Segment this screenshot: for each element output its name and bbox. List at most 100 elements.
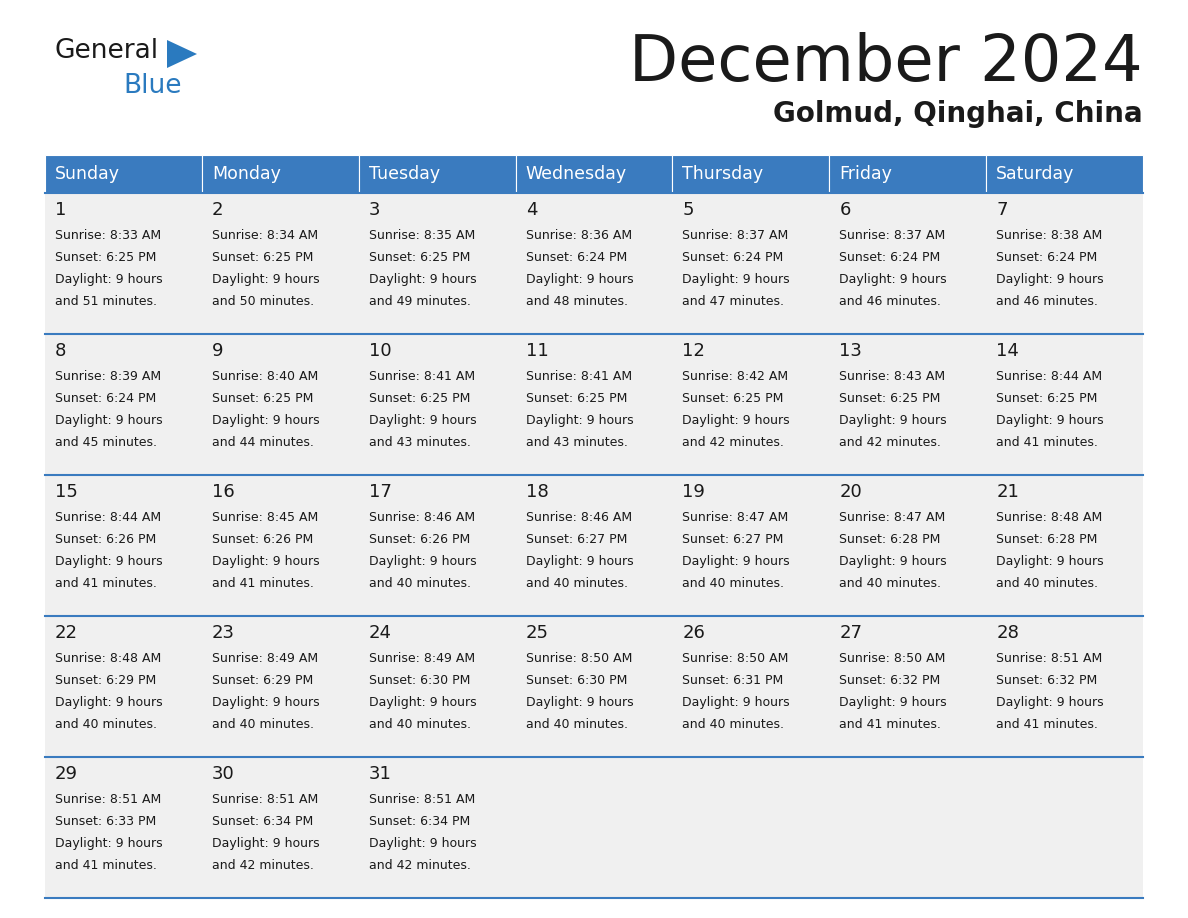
Text: Sunset: 6:25 PM: Sunset: 6:25 PM xyxy=(368,251,470,264)
Text: and 45 minutes.: and 45 minutes. xyxy=(55,436,157,449)
Text: and 49 minutes.: and 49 minutes. xyxy=(368,295,470,308)
Text: Sunrise: 8:42 AM: Sunrise: 8:42 AM xyxy=(682,370,789,383)
Text: Sunrise: 8:49 AM: Sunrise: 8:49 AM xyxy=(368,652,475,665)
Text: Daylight: 9 hours: Daylight: 9 hours xyxy=(368,555,476,568)
Text: and 41 minutes.: and 41 minutes. xyxy=(997,718,1098,731)
Text: Daylight: 9 hours: Daylight: 9 hours xyxy=(525,273,633,286)
Text: Golmud, Qinghai, China: Golmud, Qinghai, China xyxy=(773,100,1143,128)
Text: Sunrise: 8:41 AM: Sunrise: 8:41 AM xyxy=(368,370,475,383)
FancyBboxPatch shape xyxy=(829,616,986,757)
FancyBboxPatch shape xyxy=(359,757,516,898)
FancyBboxPatch shape xyxy=(672,334,829,475)
Text: Sunset: 6:25 PM: Sunset: 6:25 PM xyxy=(368,392,470,405)
FancyBboxPatch shape xyxy=(45,334,202,475)
Text: Daylight: 9 hours: Daylight: 9 hours xyxy=(368,414,476,427)
Text: Daylight: 9 hours: Daylight: 9 hours xyxy=(839,555,947,568)
Text: Sunset: 6:34 PM: Sunset: 6:34 PM xyxy=(211,815,314,828)
FancyBboxPatch shape xyxy=(359,475,516,616)
Text: Wednesday: Wednesday xyxy=(525,165,627,183)
Text: and 44 minutes.: and 44 minutes. xyxy=(211,436,314,449)
Text: 20: 20 xyxy=(839,483,862,501)
Text: and 40 minutes.: and 40 minutes. xyxy=(682,577,784,590)
Text: Sunrise: 8:46 AM: Sunrise: 8:46 AM xyxy=(368,511,475,524)
Text: Daylight: 9 hours: Daylight: 9 hours xyxy=(55,696,163,709)
Text: Sunset: 6:27 PM: Sunset: 6:27 PM xyxy=(525,533,627,546)
FancyBboxPatch shape xyxy=(986,155,1143,193)
FancyBboxPatch shape xyxy=(45,757,202,898)
FancyBboxPatch shape xyxy=(202,193,359,334)
Text: 26: 26 xyxy=(682,624,706,642)
Text: December 2024: December 2024 xyxy=(630,32,1143,94)
Text: Daylight: 9 hours: Daylight: 9 hours xyxy=(368,696,476,709)
Text: Sunday: Sunday xyxy=(55,165,120,183)
Text: and 40 minutes.: and 40 minutes. xyxy=(997,577,1098,590)
Text: Daylight: 9 hours: Daylight: 9 hours xyxy=(997,414,1104,427)
Text: 6: 6 xyxy=(839,201,851,219)
Text: Daylight: 9 hours: Daylight: 9 hours xyxy=(682,273,790,286)
Text: Sunrise: 8:45 AM: Sunrise: 8:45 AM xyxy=(211,511,318,524)
Text: 1: 1 xyxy=(55,201,67,219)
Text: Sunset: 6:25 PM: Sunset: 6:25 PM xyxy=(997,392,1098,405)
Text: and 51 minutes.: and 51 minutes. xyxy=(55,295,157,308)
Text: and 40 minutes.: and 40 minutes. xyxy=(525,718,627,731)
Text: Daylight: 9 hours: Daylight: 9 hours xyxy=(525,555,633,568)
Text: 2: 2 xyxy=(211,201,223,219)
Text: 5: 5 xyxy=(682,201,694,219)
Polygon shape xyxy=(168,40,197,68)
FancyBboxPatch shape xyxy=(202,616,359,757)
Text: Daylight: 9 hours: Daylight: 9 hours xyxy=(55,414,163,427)
Text: Thursday: Thursday xyxy=(682,165,764,183)
Text: and 41 minutes.: and 41 minutes. xyxy=(55,577,157,590)
Text: Sunrise: 8:48 AM: Sunrise: 8:48 AM xyxy=(997,511,1102,524)
Text: Daylight: 9 hours: Daylight: 9 hours xyxy=(211,273,320,286)
FancyBboxPatch shape xyxy=(986,334,1143,475)
Text: Daylight: 9 hours: Daylight: 9 hours xyxy=(211,555,320,568)
Text: Daylight: 9 hours: Daylight: 9 hours xyxy=(55,555,163,568)
Text: Daylight: 9 hours: Daylight: 9 hours xyxy=(682,414,790,427)
Text: 14: 14 xyxy=(997,342,1019,360)
Text: Daylight: 9 hours: Daylight: 9 hours xyxy=(839,696,947,709)
Text: and 40 minutes.: and 40 minutes. xyxy=(211,718,314,731)
Text: Daylight: 9 hours: Daylight: 9 hours xyxy=(997,273,1104,286)
Text: Sunset: 6:25 PM: Sunset: 6:25 PM xyxy=(682,392,784,405)
Text: Sunrise: 8:51 AM: Sunrise: 8:51 AM xyxy=(997,652,1102,665)
Text: Sunset: 6:25 PM: Sunset: 6:25 PM xyxy=(211,392,314,405)
FancyBboxPatch shape xyxy=(672,155,829,193)
FancyBboxPatch shape xyxy=(672,475,829,616)
Text: Sunrise: 8:37 AM: Sunrise: 8:37 AM xyxy=(682,229,789,242)
FancyBboxPatch shape xyxy=(359,155,516,193)
Text: Sunset: 6:24 PM: Sunset: 6:24 PM xyxy=(839,251,941,264)
FancyBboxPatch shape xyxy=(986,757,1143,898)
Text: Sunrise: 8:35 AM: Sunrise: 8:35 AM xyxy=(368,229,475,242)
Text: and 50 minutes.: and 50 minutes. xyxy=(211,295,314,308)
Text: 13: 13 xyxy=(839,342,862,360)
Text: 4: 4 xyxy=(525,201,537,219)
Text: Sunset: 6:29 PM: Sunset: 6:29 PM xyxy=(211,674,314,687)
Text: General: General xyxy=(55,38,159,64)
Text: Sunrise: 8:48 AM: Sunrise: 8:48 AM xyxy=(55,652,162,665)
Text: Sunrise: 8:36 AM: Sunrise: 8:36 AM xyxy=(525,229,632,242)
FancyBboxPatch shape xyxy=(829,475,986,616)
Text: Sunset: 6:25 PM: Sunset: 6:25 PM xyxy=(525,392,627,405)
Text: Daylight: 9 hours: Daylight: 9 hours xyxy=(525,414,633,427)
Text: Daylight: 9 hours: Daylight: 9 hours xyxy=(839,273,947,286)
FancyBboxPatch shape xyxy=(672,193,829,334)
Text: and 41 minutes.: and 41 minutes. xyxy=(55,859,157,872)
Text: Sunset: 6:26 PM: Sunset: 6:26 PM xyxy=(368,533,470,546)
Text: Sunset: 6:24 PM: Sunset: 6:24 PM xyxy=(525,251,627,264)
Text: Sunrise: 8:51 AM: Sunrise: 8:51 AM xyxy=(211,793,318,806)
Text: Daylight: 9 hours: Daylight: 9 hours xyxy=(839,414,947,427)
Text: Sunrise: 8:49 AM: Sunrise: 8:49 AM xyxy=(211,652,318,665)
FancyBboxPatch shape xyxy=(45,193,202,334)
Text: 15: 15 xyxy=(55,483,78,501)
Text: Sunset: 6:28 PM: Sunset: 6:28 PM xyxy=(839,533,941,546)
Text: and 40 minutes.: and 40 minutes. xyxy=(368,718,470,731)
Text: and 40 minutes.: and 40 minutes. xyxy=(55,718,157,731)
Text: Sunrise: 8:50 AM: Sunrise: 8:50 AM xyxy=(839,652,946,665)
FancyBboxPatch shape xyxy=(516,155,672,193)
Text: 23: 23 xyxy=(211,624,235,642)
Text: Sunset: 6:28 PM: Sunset: 6:28 PM xyxy=(997,533,1098,546)
Text: 12: 12 xyxy=(682,342,706,360)
Text: 29: 29 xyxy=(55,765,78,783)
FancyBboxPatch shape xyxy=(829,757,986,898)
